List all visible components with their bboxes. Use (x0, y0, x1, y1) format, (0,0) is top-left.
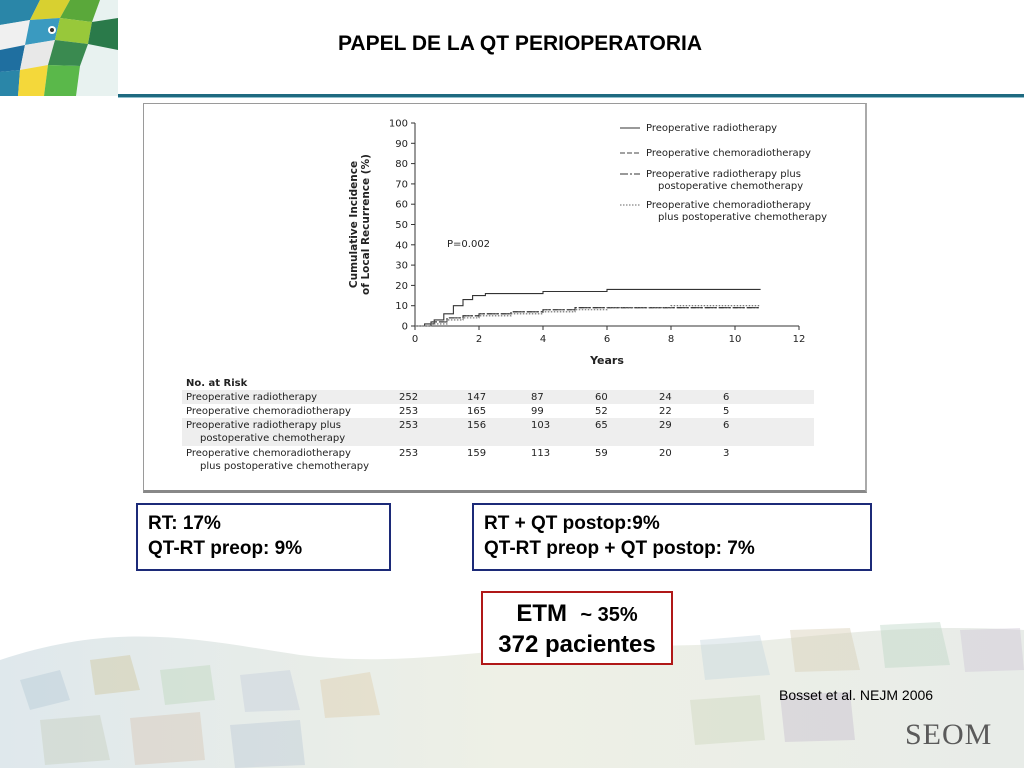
legend-entry-3: Preoperative radiotherapy plus postoperat… (646, 169, 803, 192)
legend-entry-4: Preoperative chemoradiotherapy plus posto… (646, 200, 827, 223)
x-tick-label: 12 (793, 334, 806, 345)
risk-value: 24 (659, 392, 672, 403)
y-tick-label: 70 (395, 179, 408, 190)
kaplan-meier-figure: 0 10 20 30 40 50 60 70 80 90 100 0 2 4 6 8 10 12 Years Cumu… (143, 103, 867, 493)
summary-box-right: RT + QT postop:9% QT-RT preop + QT posto… (472, 503, 872, 571)
risk-row-label: Preoperative radiotherapy plus postoperat… (186, 420, 345, 444)
etm-label: ETM (516, 600, 568, 627)
risk-value: 65 (595, 420, 608, 431)
risk-value: 60 (595, 392, 608, 403)
risk-value: 20 (659, 448, 672, 459)
risk-value: 253 (399, 448, 418, 459)
citation: Bosset et al. NEJM 2006 (779, 687, 934, 703)
risk-value: 59 (595, 448, 608, 459)
mosaic-logo-graphic (0, 0, 118, 96)
series-line-1 (415, 288, 761, 327)
risk-value: 52 (595, 406, 608, 417)
seom-logo-text: SEOM (905, 718, 993, 751)
risk-value: 113 (531, 448, 550, 459)
series-line-2 (415, 307, 761, 327)
mosaic-footer-graphic (0, 622, 1024, 768)
x-tick-label: 10 (729, 334, 742, 345)
risk-value: 165 (467, 406, 486, 417)
risk-row-shade (182, 390, 814, 404)
summary-left-line-1: RT: 17% (148, 513, 221, 534)
x-tick-label: 6 (604, 334, 610, 345)
risk-value: 159 (467, 448, 486, 459)
risk-row-label: Preoperative radiotherapy (186, 392, 317, 403)
y-tick-label: 20 (395, 281, 408, 292)
series-line-3 (415, 307, 761, 327)
x-tick-label: 8 (668, 334, 674, 345)
y-tick-label: 80 (395, 159, 408, 170)
y-tick-label: 30 (395, 261, 408, 272)
y-tick-label: 60 (395, 200, 408, 211)
x-tick-label: 2 (476, 334, 482, 345)
risk-row-shade (182, 418, 814, 446)
y-tick-label: 50 (395, 220, 408, 231)
y-tick-label: 90 (395, 139, 408, 150)
y-tick-label: 40 (395, 240, 408, 251)
risk-value: 5 (723, 406, 729, 417)
risk-value: 103 (531, 420, 550, 431)
x-tick-label: 4 (540, 334, 546, 345)
risk-value: 3 (723, 448, 729, 459)
risk-row-label: Preoperative chemoradiotherapy (186, 406, 351, 417)
header-rule-light (118, 97, 1024, 98)
y-tick-label: 0 (402, 322, 408, 333)
risk-value: 156 (467, 420, 486, 431)
risk-value: 29 (659, 420, 672, 431)
risk-value: 253 (399, 420, 418, 431)
etm-percent: ~ 35% (580, 604, 638, 626)
y-tick-label: 10 (395, 301, 408, 312)
etm-line-2: 372 pacientes (498, 631, 656, 658)
etm-line-1: ETM ~ 35% (483, 599, 671, 630)
x-axis-label: Years (589, 354, 624, 367)
summary-box-left: RT: 17% QT-RT preop: 9% (136, 503, 391, 571)
p-value-annotation: P=0.002 (447, 239, 490, 250)
risk-table-header: No. at Risk (186, 378, 248, 389)
legend-entry-2: Preoperative chemoradiotherapy (646, 148, 811, 159)
risk-value: 252 (399, 392, 418, 403)
summary-left-line-2: QT-RT preop: 9% (148, 538, 303, 559)
risk-value: 147 (467, 392, 486, 403)
y-axis-label: of Local Recurrence (%) (360, 154, 372, 295)
summary-right-line-1: RT + QT postop:9% (484, 513, 660, 534)
header-rule (118, 94, 1024, 97)
legend-entry-1: Preoperative radiotherapy (646, 123, 777, 134)
risk-value: 6 (723, 392, 729, 403)
series-line-4 (415, 305, 761, 327)
y-axis-label: Cumulative Incidence (348, 161, 360, 288)
y-tick-label: 100 (389, 119, 408, 130)
risk-value: 6 (723, 420, 729, 431)
risk-value: 87 (531, 392, 544, 403)
x-tick-label: 0 (412, 334, 418, 345)
risk-value: 253 (399, 406, 418, 417)
summary-right-line-2: QT-RT preop + QT postop: 7% (484, 538, 755, 559)
etm-box: ETM ~ 35% 372 pacientes (481, 591, 673, 665)
risk-value: 99 (531, 406, 544, 417)
risk-row-label: Preoperative chemoradiotherapy plus posto… (186, 448, 369, 472)
slide-title: PAPEL DE LA QT PERIOPERATORIA (337, 32, 703, 55)
risk-value: 22 (659, 406, 672, 417)
